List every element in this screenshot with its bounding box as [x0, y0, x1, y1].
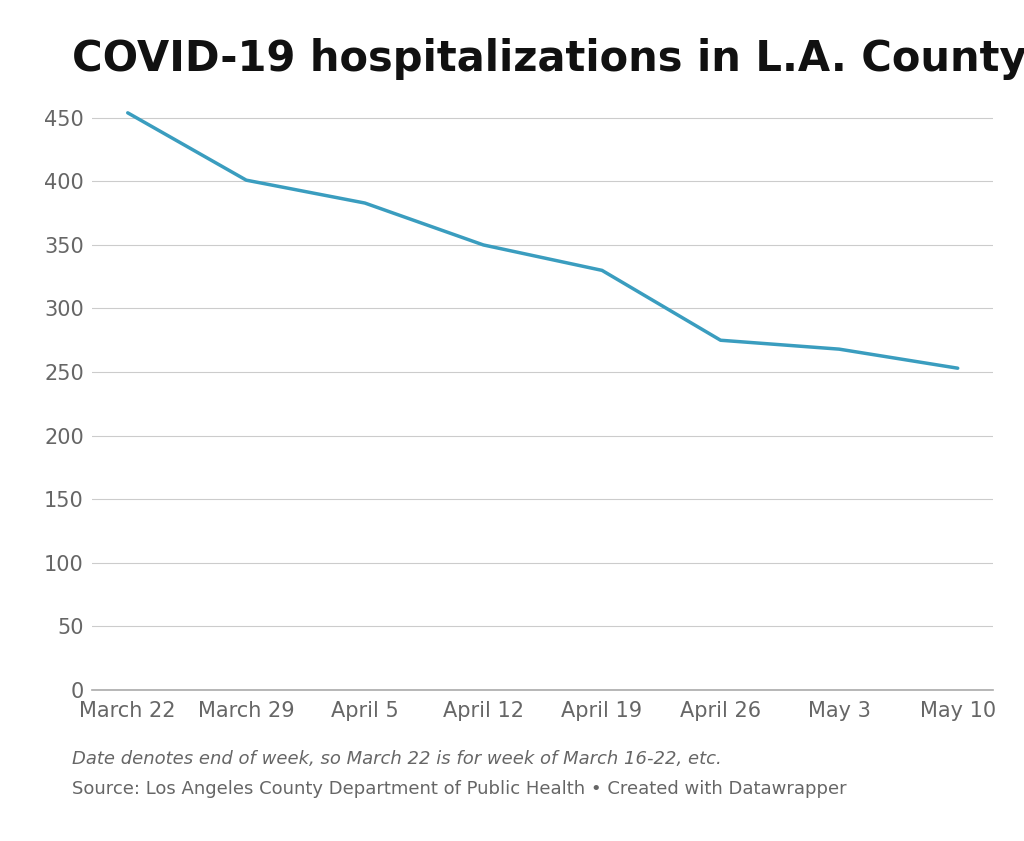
Text: Source: Los Angeles County Department of Public Health • Created with Datawrappe: Source: Los Angeles County Department of…	[72, 780, 846, 798]
Text: COVID-19 hospitalizations in L.A. County by week: COVID-19 hospitalizations in L.A. County…	[72, 38, 1024, 80]
Text: Date denotes end of week, so March 22 is for week of March 16-22, etc.: Date denotes end of week, so March 22 is…	[72, 750, 722, 768]
